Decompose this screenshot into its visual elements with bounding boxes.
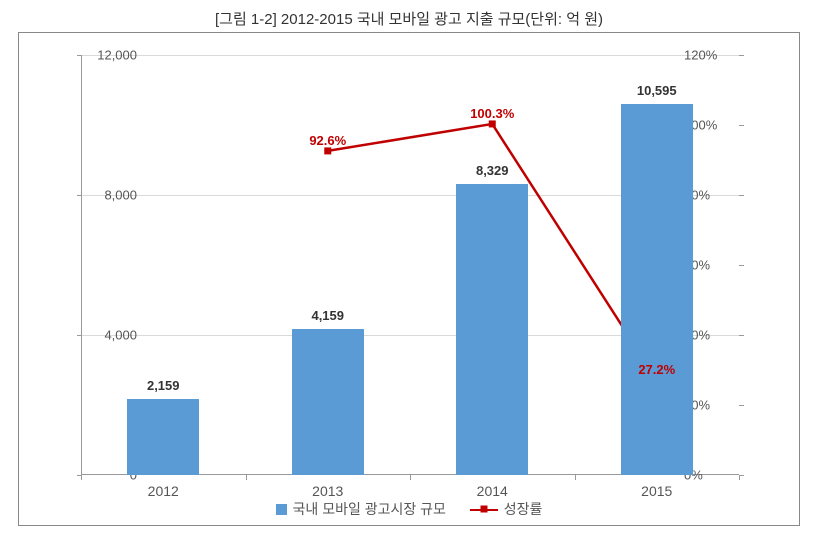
y-left-label: 4,000 — [104, 328, 137, 343]
y-right-tick — [739, 335, 744, 336]
x-tick — [739, 475, 740, 480]
growth-value-label: 100.3% — [470, 106, 514, 121]
y-left-label: 12,000 — [97, 48, 137, 63]
growth-marker — [324, 147, 331, 154]
bar — [127, 399, 199, 475]
plot-inner: 04,0008,00012,0000%20%40%60%80%100%120%2… — [81, 55, 739, 475]
legend-label-line: 성장률 — [504, 499, 543, 519]
chart-title: [그림 1-2] 2012-2015 국내 모바일 광고 지출 규모(단위: 억… — [0, 0, 818, 29]
x-category-label: 2013 — [278, 483, 378, 499]
x-category-label: 2015 — [607, 483, 707, 499]
growth-marker — [489, 120, 496, 127]
y-right-tick — [739, 265, 744, 266]
x-category-label: 2014 — [442, 483, 542, 499]
y-right-tick — [739, 195, 744, 196]
bar — [621, 104, 693, 475]
legend-item-bars: 국내 모바일 광고시장 규모 — [276, 499, 446, 519]
x-tick — [81, 475, 82, 480]
bar-value-label: 2,159 — [113, 378, 213, 393]
growth-value-label: 92.6% — [309, 133, 346, 148]
legend-swatch-line — [470, 503, 498, 515]
legend: 국내 모바일 광고시장 규모 성장률 — [19, 499, 799, 520]
legend-swatch-bar — [276, 504, 287, 515]
x-tick — [410, 475, 411, 480]
x-tick — [246, 475, 247, 480]
y-left-label: 8,000 — [104, 188, 137, 203]
x-category-label: 2012 — [113, 483, 213, 499]
bar-value-label: 8,329 — [442, 163, 542, 178]
growth-value-label: 27.2% — [638, 362, 675, 377]
bar — [456, 184, 528, 476]
y-right-tick — [739, 405, 744, 406]
bar-value-label: 10,595 — [607, 83, 707, 98]
x-tick — [575, 475, 576, 480]
y-right-label: 120% — [684, 48, 717, 63]
bar-value-label: 4,159 — [278, 308, 378, 323]
bar — [292, 329, 364, 475]
y-right-tick — [739, 55, 744, 56]
y-right-tick — [739, 125, 744, 126]
legend-label-bars: 국내 모바일 광고시장 규모 — [293, 499, 446, 519]
chart-frame: 04,0008,00012,0000%20%40%60%80%100%120%2… — [18, 32, 800, 526]
legend-item-line: 성장률 — [470, 499, 543, 519]
